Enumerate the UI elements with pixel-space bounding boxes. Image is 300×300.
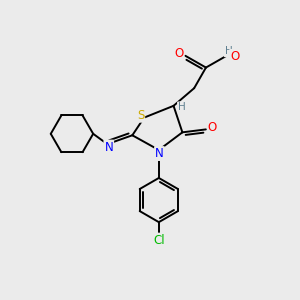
Text: H: H xyxy=(178,102,186,112)
Text: N: N xyxy=(104,141,113,154)
Text: N: N xyxy=(155,147,164,160)
Text: Cl: Cl xyxy=(153,234,165,247)
Text: S: S xyxy=(137,109,144,122)
Text: O: O xyxy=(230,50,239,63)
Text: O: O xyxy=(174,47,184,60)
Text: H: H xyxy=(225,46,232,56)
Text: O: O xyxy=(208,122,217,134)
